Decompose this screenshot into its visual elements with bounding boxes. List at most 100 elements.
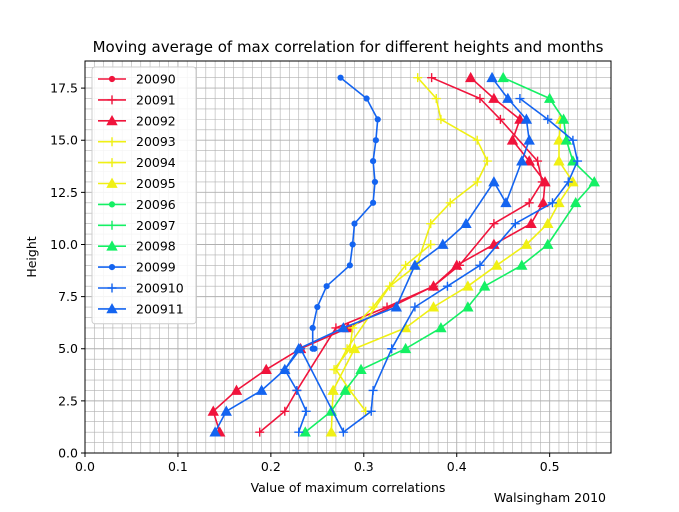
legend-item: 20091 [98, 92, 176, 107]
x-tick-label: 0.2 [261, 459, 281, 474]
data-point [107, 95, 117, 105]
x-tick-label: 0.4 [447, 459, 467, 474]
legend-item: 20090 [98, 72, 176, 87]
data-point [325, 426, 337, 437]
data-point [533, 156, 543, 166]
data-point [523, 155, 535, 166]
data-point [515, 94, 525, 104]
data-point [437, 238, 449, 249]
x-tick-label: 0.5 [540, 459, 560, 474]
legend-label: 20092 [136, 113, 176, 128]
data-point [346, 262, 353, 269]
data-point [506, 134, 519, 145]
data-point [230, 384, 243, 395]
data-point [436, 114, 446, 124]
legend: 20090 20091 20092 20093 20094 20095 20096 20097… [91, 66, 197, 325]
data-point [107, 283, 117, 293]
data-point [516, 259, 528, 270]
data-point [106, 240, 118, 251]
data-point [107, 158, 117, 168]
data-point [401, 260, 411, 270]
series-line [333, 243, 432, 371]
legend-item: 20095 [98, 176, 176, 191]
series-line [259, 76, 544, 433]
legend-label: 20099 [136, 260, 176, 275]
data-point [349, 241, 356, 248]
y-tick-label: 17.5 [50, 81, 78, 96]
credit-text: Walsingham 2010 [494, 490, 606, 505]
legend-item: 20093 [98, 134, 176, 149]
data-point [260, 363, 272, 374]
data-point [292, 385, 302, 395]
data-point [369, 199, 377, 206]
data-point [543, 114, 553, 124]
x-tick-label: 0.1 [168, 459, 188, 474]
data-point [106, 114, 118, 126]
data-point [588, 176, 600, 187]
data-point [323, 283, 330, 290]
data-point [500, 196, 512, 208]
data-point [107, 137, 117, 147]
data-point [348, 342, 361, 354]
data-point [427, 280, 440, 291]
data-point [107, 220, 117, 230]
y-tick-label: 7.5 [58, 289, 78, 304]
data-point [108, 264, 116, 271]
data-point [327, 384, 339, 395]
data-point [482, 156, 492, 166]
data-point [339, 384, 351, 395]
data-point [337, 74, 344, 81]
data-point [462, 301, 474, 312]
legend-label: 20093 [136, 134, 176, 149]
data-point [309, 324, 316, 331]
data-point [426, 239, 436, 249]
data-point [366, 406, 376, 416]
data-point [390, 301, 403, 312]
x-tick-label: 0.0 [75, 459, 95, 474]
y-tick-label: 15.0 [50, 133, 78, 148]
data-point [547, 198, 557, 208]
legend-label: 20096 [136, 197, 176, 212]
series-20091 [255, 73, 547, 437]
data-point [478, 280, 491, 291]
data-point [413, 73, 423, 83]
data-point [537, 196, 549, 208]
data-point [542, 217, 554, 229]
series-layer [207, 71, 600, 437]
data-point [255, 384, 268, 395]
legend-item: 200911 [98, 301, 184, 316]
series-20092 [207, 71, 551, 437]
data-point [464, 71, 477, 83]
data-point [372, 137, 379, 144]
data-point [410, 302, 420, 312]
data-point [371, 178, 379, 186]
data-point [472, 177, 482, 187]
y-tick-label: 10.0 [50, 237, 78, 252]
data-point [363, 95, 370, 102]
data-point [520, 238, 533, 249]
y-tick-label: 0.0 [58, 446, 78, 461]
legend-item: 20094 [98, 155, 176, 170]
legend-item: 20098 [98, 239, 176, 254]
data-point [451, 259, 463, 270]
series-20098 [299, 71, 600, 437]
data-point [314, 303, 321, 311]
data-point [355, 363, 367, 374]
data-point [351, 220, 358, 227]
legend-label: 20095 [136, 176, 176, 191]
data-point [563, 177, 573, 187]
x-tick-label: 0.3 [354, 459, 374, 474]
data-point [369, 157, 377, 165]
data-point [431, 94, 441, 104]
legend-label: 200910 [136, 281, 184, 296]
data-point [486, 71, 498, 83]
data-point [337, 322, 350, 333]
data-point [488, 176, 500, 187]
plot-frame [84, 60, 612, 454]
data-point [520, 113, 533, 124]
legend-item: 20099 [98, 260, 176, 275]
data-point [399, 342, 412, 354]
data-point [293, 342, 305, 354]
data-point [491, 259, 503, 270]
